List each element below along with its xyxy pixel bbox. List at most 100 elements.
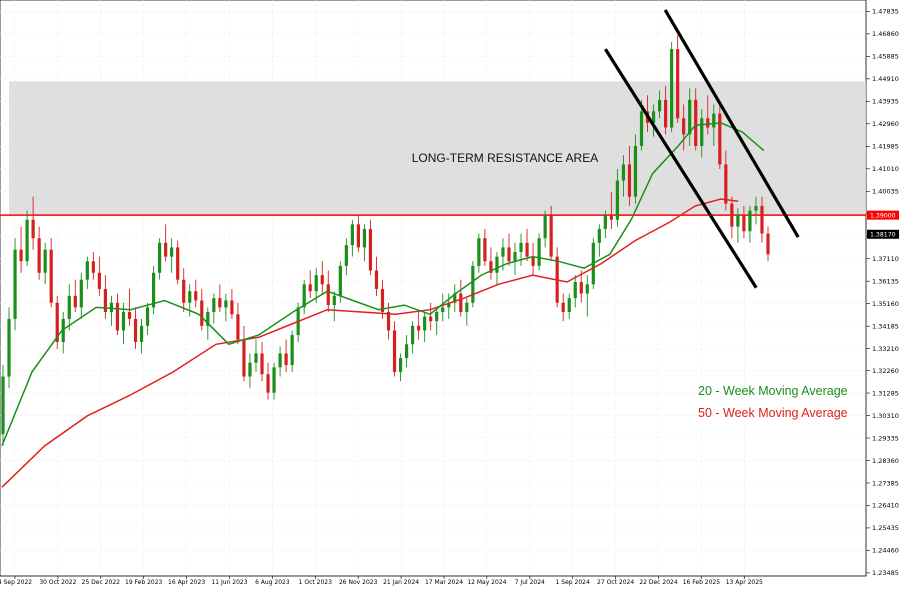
- candle-body: [242, 339, 246, 377]
- candle-body: [332, 295, 336, 306]
- x-tick-label: 12 May 2024: [467, 579, 506, 586]
- resistance-zone: [9, 81, 866, 216]
- candle-body: [79, 279, 83, 308]
- price-tag-label: 1.38170: [870, 231, 896, 238]
- candle-body: [670, 49, 674, 128]
- candle-body: [344, 245, 348, 266]
- candle-body: [766, 233, 770, 255]
- candle-body: [176, 247, 180, 280]
- candle-body: [284, 353, 288, 366]
- candle-body: [404, 344, 409, 359]
- y-tick-label: 1.31285: [872, 389, 899, 397]
- candle-body: [278, 353, 282, 368]
- y-tick-label: 1.32260: [872, 367, 899, 375]
- candle-body: [314, 275, 318, 292]
- y-tick-label: 1.34185: [872, 322, 899, 330]
- candle-body: [507, 247, 511, 262]
- candle-body: [411, 325, 415, 345]
- y-tick-label: 1.37110: [872, 255, 899, 263]
- candle-body: [609, 215, 613, 220]
- y-tick-label: 1.47835: [872, 8, 899, 16]
- candle-body: [362, 228, 367, 248]
- candle-body: [212, 298, 216, 312]
- candle-body: [663, 99, 668, 128]
- candle-body: [290, 335, 294, 366]
- candle-body: [320, 275, 324, 285]
- y-tick-label: 1.42960: [872, 120, 899, 128]
- x-tick-label: 16 Feb 2025: [683, 579, 721, 586]
- y-tick-label: 1.30310: [872, 412, 899, 420]
- channel-upper-line: [663, 9, 800, 238]
- candle-body: [182, 279, 186, 303]
- candle-body: [392, 330, 397, 372]
- candle-body: [398, 358, 403, 372]
- x-tick-label: 21 Jan 2024: [383, 579, 419, 586]
- candle-body: [651, 111, 656, 123]
- candle-body: [109, 302, 114, 312]
- x-tick-label: 7 Jul 2024: [515, 579, 545, 586]
- y-tick-label: 1.28360: [872, 457, 899, 465]
- x-tick-label: 27 Oct 2024: [597, 579, 634, 586]
- candle-body: [453, 293, 457, 303]
- candle-body: [459, 293, 463, 312]
- candle-body: [754, 205, 758, 211]
- candle-body: [688, 99, 692, 135]
- y-tick-label: 1.35160: [872, 300, 899, 308]
- candle-body: [543, 215, 547, 239]
- y-tick-label: 1.46860: [872, 30, 899, 38]
- y-tick-label: 1.23485: [872, 569, 899, 577]
- candle-body: [25, 219, 29, 262]
- candle-body: [423, 316, 427, 331]
- x-tick-label: 22 Dec 2024: [639, 579, 678, 586]
- candle-body: [194, 291, 198, 301]
- candle-body: [676, 49, 680, 119]
- candle-body: [386, 311, 391, 331]
- channel-lower-line: [604, 48, 758, 289]
- candle-body: [380, 288, 385, 312]
- candle-body: [236, 314, 240, 340]
- candle-body: [19, 249, 23, 262]
- candle-body: [73, 295, 77, 308]
- candle-body: [489, 261, 493, 273]
- candle-body: [338, 265, 342, 296]
- y-tick-label: 1.43935: [872, 98, 899, 106]
- candle-body: [694, 99, 698, 146]
- candle-body: [133, 318, 138, 342]
- candle-body: [13, 249, 17, 319]
- x-axis: 4 Sep 2022 30 Oct 2022 25 Dec 2022 19 Feb 2…: [0, 576, 763, 586]
- candle-body: [597, 228, 601, 243]
- candle-body: [61, 318, 65, 342]
- candle-body: [224, 300, 228, 308]
- ma50-line: [1, 198, 739, 488]
- candle-body: [254, 353, 258, 363]
- candle-body: [206, 311, 210, 326]
- x-tick-label: 4 Sep 2022: [0, 579, 32, 586]
- candle-body: [260, 353, 264, 375]
- candle-body: [31, 219, 35, 239]
- legend-ma20: 20 - Week Moving Average: [698, 384, 848, 398]
- candle-body: [561, 302, 565, 312]
- x-tick-label: 1 Sep 2024: [556, 579, 590, 586]
- candle-body: [43, 249, 47, 273]
- candle-body: [712, 113, 716, 128]
- y-tick-label: 1.29335: [872, 434, 899, 442]
- candle-body: [531, 256, 535, 266]
- candle-body: [139, 325, 144, 342]
- y-tick-label: 1.27385: [872, 479, 899, 487]
- price-tag-label: 1.39000: [870, 212, 896, 219]
- candle-body: [272, 367, 276, 393]
- candle-body: [248, 362, 252, 377]
- candle-body: [91, 261, 95, 273]
- candle-body: [145, 307, 150, 326]
- x-tick-label: 13 Apr 2025: [726, 579, 763, 586]
- candle-body: [308, 284, 312, 292]
- candle-body: [1, 376, 5, 435]
- candle-body: [97, 272, 101, 289]
- candle-body: [657, 99, 662, 112]
- candle-body: [682, 118, 686, 135]
- resistance-zone-label: LONG-TERM RESISTANCE AREA: [412, 151, 598, 165]
- candle-body: [621, 164, 626, 181]
- candle-body: [525, 242, 529, 257]
- candle-body: [730, 203, 734, 227]
